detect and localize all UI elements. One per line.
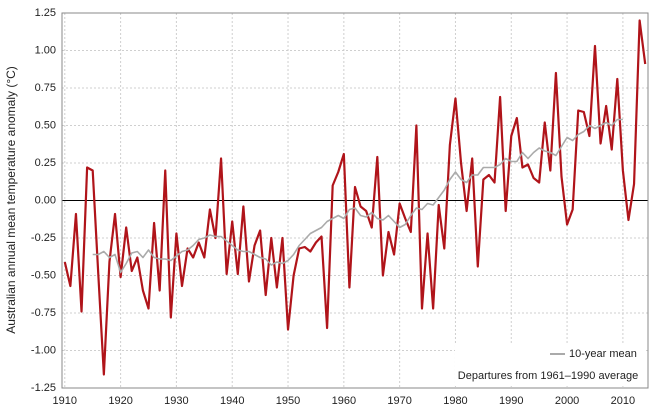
y-tick-label: 0.00 [35, 194, 56, 206]
y-tick-label: 1.00 [35, 44, 56, 56]
y-tick-label: -0.50 [31, 269, 56, 281]
annual-line [63, 19, 647, 376]
y-tick-label: 1.25 [35, 7, 56, 19]
x-tick-label: 1910 [53, 395, 77, 407]
x-tick-label: 1930 [164, 395, 188, 407]
x-tick-label: 1940 [220, 395, 244, 407]
x-tick-label: 1950 [276, 395, 300, 407]
y-tick-label: -1.00 [31, 344, 56, 356]
x-tick-label: 2000 [555, 395, 579, 407]
y-axis-label: Australian annual mean temperature anoma… [4, 66, 18, 334]
mean-line [92, 118, 623, 274]
y-tick-label: 0.25 [35, 157, 56, 169]
x-tick-label: 1990 [499, 395, 523, 407]
x-tick-label: 1920 [108, 395, 132, 407]
annotation: Departures from 1961–1990 average [458, 370, 638, 382]
y-tick-label: 0.75 [35, 82, 56, 94]
y-tick-label: -0.75 [31, 307, 56, 319]
legend-label: 10-year mean [569, 348, 637, 360]
y-tick-label: -1.25 [31, 382, 56, 394]
x-tick-label: 1960 [332, 395, 356, 407]
x-tick-label: 1980 [443, 395, 467, 407]
plot-frame [61, 12, 649, 389]
x-tick-label: 2010 [611, 395, 635, 407]
legend-box [455, 343, 645, 386]
y-tick-label: 0.50 [35, 119, 56, 131]
x-tick-label: 1970 [387, 395, 411, 407]
y-tick-label: -0.25 [31, 232, 56, 244]
